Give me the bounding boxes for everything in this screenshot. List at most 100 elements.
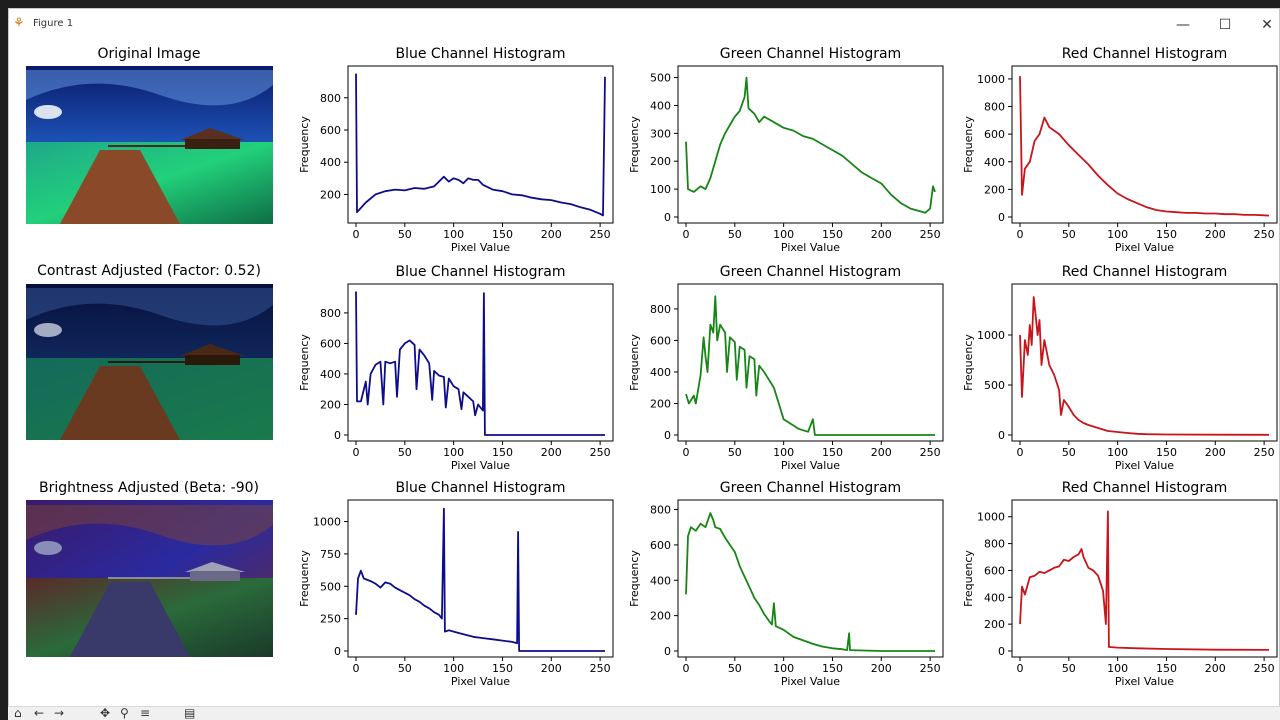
x-tick-label: 250 [920, 662, 941, 675]
x-tick-label: 150 [822, 228, 843, 241]
x-tick-label: 0 [683, 228, 690, 241]
x-tick-label: 0 [353, 228, 360, 241]
y-axis-label: Frequency [962, 116, 975, 173]
x-tick-label: 250 [1254, 446, 1275, 459]
x-tick-label: 150 [822, 446, 843, 459]
x-tick-label: 100 [443, 662, 464, 675]
x-tick-label: 100 [443, 446, 464, 459]
y-tick-label: 0 [334, 429, 341, 442]
x-axis-label: Pixel Value [781, 675, 840, 688]
x-axis-label: Pixel Value [1115, 241, 1174, 254]
y-tick-label: 750 [320, 548, 341, 561]
y-tick-label: 0 [664, 429, 671, 442]
configure-icon[interactable]: ≡ [140, 706, 151, 720]
chart-title: Red Channel Histogram [1062, 264, 1228, 280]
histogram-line [1019, 76, 1270, 217]
axes-frame [1011, 499, 1278, 658]
y-axis-label: Frequency [628, 116, 641, 173]
chart-title: Green Channel Histogram [720, 264, 901, 280]
y-tick-label: 500 [650, 72, 671, 85]
close-button[interactable]: ✕ [1261, 17, 1273, 33]
y-tick-label: 500 [320, 580, 341, 593]
x-tick-label: 200 [1205, 446, 1226, 459]
chart-title: Blue Channel Histogram [396, 46, 566, 62]
x-tick-label: 0 [353, 446, 360, 459]
y-tick-label: 400 [320, 156, 341, 169]
y-tick-label: 400 [984, 156, 1005, 169]
histogram-green-row1: Green Channel Histogram 0 50 100 150 200 250 0 1… [628, 46, 944, 254]
y-tick-label: 600 [650, 334, 671, 347]
chart-title: Red Channel Histogram [1062, 480, 1228, 496]
x-tick-label: 150 [1156, 446, 1177, 459]
y-axis-label: Frequency [298, 116, 311, 173]
forward-icon[interactable]: → [54, 706, 65, 720]
x-tick-label: 200 [541, 446, 562, 459]
x-tick-label: 250 [1254, 228, 1275, 241]
chart-title: Green Channel Histogram [720, 480, 901, 496]
x-tick-label: 50 [1062, 662, 1076, 675]
title-bar: ⚘ Figure 1 — ☐ ✕ [9, 9, 1279, 39]
x-tick-label: 100 [773, 228, 794, 241]
x-tick-label: 200 [871, 228, 892, 241]
x-tick-label: 50 [398, 446, 412, 459]
image-title-brightness: Brightness Adjusted (Beta: -90) [39, 480, 259, 496]
x-axis-label: Pixel Value [451, 675, 510, 688]
y-tick-label: 600 [984, 128, 1005, 141]
figure-canvas: Original Image Contrast Adjusted (Factor… [26, 46, 1278, 688]
x-tick-label: 150 [1156, 228, 1177, 241]
x-tick-label: 0 [683, 662, 690, 675]
x-tick-label: 250 [1254, 662, 1275, 675]
y-tick-label: 800 [320, 92, 341, 105]
brightness-image [26, 500, 273, 657]
x-axis-label: Pixel Value [1115, 675, 1174, 688]
y-tick-label: 400 [320, 368, 341, 381]
y-tick-label: 0 [664, 211, 671, 224]
x-tick-label: 200 [871, 662, 892, 675]
histogram-line [355, 73, 606, 217]
x-tick-label: 50 [1062, 446, 1076, 459]
x-tick-label: 100 [1107, 662, 1128, 675]
y-tick-label: 200 [984, 618, 1005, 631]
image-panel-brightness: Brightness Adjusted (Beta: -90) [26, 480, 273, 657]
y-axis-label: Frequency [298, 550, 311, 607]
minimize-button[interactable]: — [1176, 17, 1190, 33]
y-tick-label: 1000 [977, 511, 1005, 524]
x-tick-label: 200 [871, 446, 892, 459]
x-tick-label: 50 [728, 446, 742, 459]
axes-frame [347, 499, 614, 658]
histogram-line [1019, 296, 1270, 436]
x-tick-label: 0 [1017, 662, 1024, 675]
x-tick-label: 150 [1156, 662, 1177, 675]
x-tick-label: 50 [398, 662, 412, 675]
y-tick-label: 0 [664, 645, 671, 658]
y-axis-label: Frequency [628, 334, 641, 391]
image-title-contrast: Contrast Adjusted (Factor: 0.52) [37, 263, 261, 279]
x-tick-label: 0 [1017, 446, 1024, 459]
x-axis-label: Pixel Value [451, 459, 510, 472]
y-tick-label: 1000 [977, 329, 1005, 342]
x-tick-label: 250 [920, 228, 941, 241]
y-tick-label: 0 [998, 429, 1005, 442]
y-tick-label: 300 [650, 127, 671, 140]
save-icon[interactable]: ▤ [184, 706, 196, 720]
y-axis-label: Frequency [628, 550, 641, 607]
maximize-button[interactable]: ☐ [1218, 17, 1232, 33]
zoom-icon[interactable]: ⚲ [120, 706, 129, 720]
y-tick-label: 600 [984, 564, 1005, 577]
y-tick-label: 800 [650, 504, 671, 517]
x-axis-label: Pixel Value [781, 459, 840, 472]
axes-frame [1011, 65, 1278, 224]
x-tick-label: 150 [492, 446, 513, 459]
histogram-green-row2: Green Channel Histogram 0 50 100 150 200 250 0 2… [628, 264, 944, 472]
x-tick-label: 100 [443, 228, 464, 241]
y-tick-label: 100 [650, 183, 671, 196]
y-tick-label: 200 [650, 155, 671, 168]
home-icon[interactable]: ⌂ [14, 706, 22, 720]
x-tick-label: 0 [353, 662, 360, 675]
y-tick-label: 800 [320, 307, 341, 320]
pan-icon[interactable]: ✥ [100, 706, 111, 720]
y-tick-label: 500 [984, 379, 1005, 392]
axes-frame [677, 65, 944, 224]
back-icon[interactable]: ← [34, 706, 45, 720]
x-tick-label: 50 [728, 662, 742, 675]
